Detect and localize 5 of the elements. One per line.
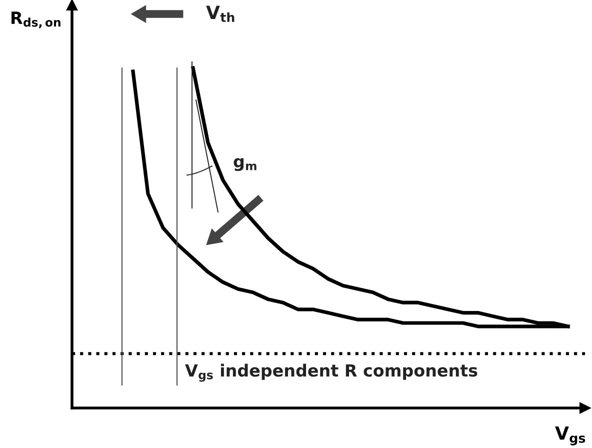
annotation: g$_{m}$ — [234, 158, 256, 171]
ref-line-label: V$_{gs}$ independent R components — [185, 364, 478, 382]
y-axis-title: R$_{ds,on}$ — [12, 12, 60, 28]
x-axis-title: V$_{gs}$ — [555, 426, 586, 446]
text: V$_{th}$ — [206, 6, 234, 22]
